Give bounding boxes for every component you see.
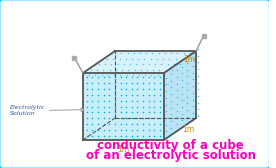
Polygon shape <box>83 51 196 73</box>
Text: 1m: 1m <box>183 55 195 65</box>
Text: of an electrolytic solution: of an electrolytic solution <box>86 150 256 162</box>
Polygon shape <box>164 51 196 140</box>
Polygon shape <box>83 73 164 140</box>
Text: conductivity of a cube: conductivity of a cube <box>97 139 244 153</box>
Text: 1m: 1m <box>117 145 129 154</box>
Text: Electrolytic
Solution: Electrolytic Solution <box>10 105 45 116</box>
FancyBboxPatch shape <box>0 0 270 168</box>
Text: 1m: 1m <box>182 124 194 134</box>
